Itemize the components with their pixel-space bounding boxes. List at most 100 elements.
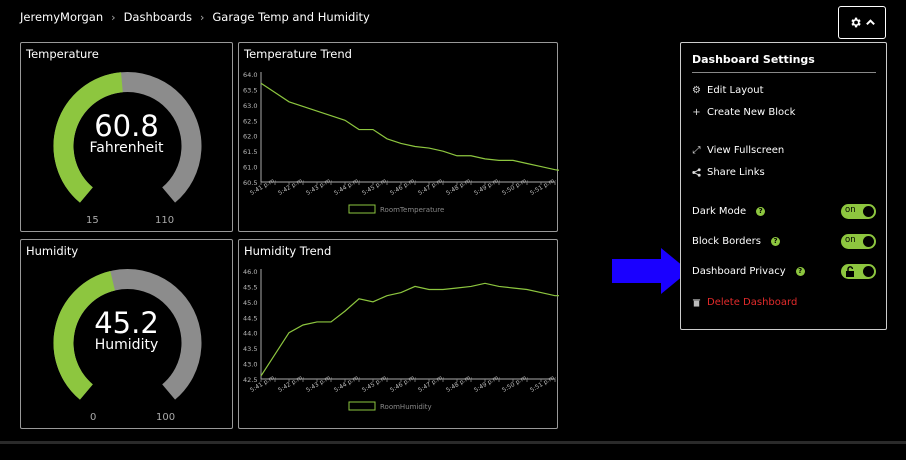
panel-title: Temperature [26, 47, 99, 61]
gauge-unit: Fahrenheit [89, 140, 164, 156]
x-tick-label: 5:50 p.m. [501, 373, 530, 394]
x-tick-label: 5:48 p.m. [445, 373, 474, 394]
x-tick-label: 5:43 p.m. [305, 373, 334, 394]
x-tick-label: 5:51 p.m. [529, 176, 558, 197]
x-tick-label: 5:45 p.m. [361, 373, 390, 394]
plus-icon: + [692, 107, 701, 118]
humidity-trend-panel: Humidity Trend 46.0 45.5 45.0 44.5 44.0 43.5 4… [238, 239, 559, 429]
legend-label: RoomTemperature [380, 206, 444, 214]
dark-mode-row: Dark Mode ? [692, 206, 766, 217]
view-fullscreen-item[interactable]: ⤢ View Fullscreen [692, 145, 785, 156]
x-tick-label: 5:49 p.m. [473, 373, 502, 394]
menu-item-label: Delete Dashboard [707, 297, 798, 308]
y-tick-label: 62.5 [243, 117, 257, 125]
menu-item-label: Edit Layout [707, 85, 764, 96]
y-tick-label: 60.5 [243, 179, 257, 187]
help-icon[interactable]: ? [770, 237, 780, 246]
trash-icon [692, 298, 701, 307]
x-tick-label: 5:47 p.m. [417, 373, 446, 394]
settings-menu-button[interactable] [838, 6, 886, 39]
temperature-trend-panel: Temperature Trend 64.0 63.5 63.0 62.5 62.0 61… [238, 42, 559, 232]
toggle-state-label: on [845, 205, 856, 215]
gauge-value: 60.8 [94, 109, 159, 143]
y-tick-label: 62.0 [243, 133, 257, 141]
x-tick-label: 5:44 p.m. [333, 373, 362, 394]
share-links-item[interactable]: Share Links [692, 167, 765, 178]
legend-swatch [348, 401, 376, 411]
y-tick-label: 63.5 [243, 86, 257, 94]
gauge-unit: Humidity [94, 337, 159, 353]
edit-layout-item[interactable]: ⚙ Edit Layout [692, 85, 764, 96]
x-tick-label: 5:49 p.m. [473, 176, 502, 197]
x-tick-label: 5:42 p.m. [277, 373, 306, 394]
x-tick-label: 5:45 p.m. [361, 176, 390, 197]
x-tick-label: 5:44 p.m. [333, 176, 362, 197]
y-tick-label: 61.5 [243, 148, 257, 156]
toggle-knob [863, 266, 874, 277]
breadcrumb-current: Garage Temp and Humidity [212, 10, 370, 24]
block-borders-row: Block Borders ? [692, 236, 780, 247]
y-tick-label: 44.0 [243, 330, 257, 338]
y-tick-label: 61.0 [243, 164, 257, 172]
menu-title: Dashboard Settings [692, 53, 815, 66]
y-tick-label: 45.0 [243, 299, 257, 307]
gauge-fill [53, 271, 116, 400]
expand-icon: ⤢ [692, 145, 701, 156]
y-tick-label: 45.5 [243, 283, 257, 291]
share-icon [692, 168, 701, 177]
create-block-item[interactable]: + Create New Block [692, 107, 795, 118]
breadcrumb: JeremyMorgan › Dashboards › Garage Temp … [20, 10, 370, 24]
menu-item-label: Create New Block [707, 107, 796, 118]
dark-mode-toggle[interactable]: on [841, 204, 876, 219]
gauge-min-label: 0 [90, 412, 97, 423]
y-tick-label: 46.0 [243, 268, 257, 276]
y-tick-label: 43.5 [243, 345, 257, 353]
block-borders-toggle[interactable]: on [841, 234, 876, 249]
breadcrumb-dashboards[interactable]: Dashboards [123, 10, 192, 24]
panel-title: Humidity [26, 244, 79, 258]
x-tick-label: 5:48 p.m. [445, 176, 474, 197]
gauge-max-label: 110 [155, 215, 175, 226]
y-tick-label: 44.5 [243, 314, 257, 322]
page-divider [0, 441, 906, 444]
y-tick-label: 64.0 [243, 71, 257, 79]
gear-icon [850, 17, 861, 28]
y-tick-label: 63.0 [243, 102, 257, 110]
humidity-gauge-panel: Humidity 45.2 Humidity 0 100 [20, 239, 233, 429]
gauge-fill [53, 72, 124, 203]
gear-icon: ⚙ [692, 85, 701, 96]
x-tick-label: 5:46 p.m. [389, 176, 418, 197]
x-tick-label: 5:50 p.m. [501, 176, 530, 197]
humidity-trend-chart: 46.045.545.044.544.043.543.042.55:41 p.m… [243, 268, 559, 411]
dashboard-privacy-row: Dashboard Privacy ? [692, 266, 805, 277]
dashboard-settings-menu: Dashboard Settings ⚙ Edit Layout + Creat… [680, 42, 887, 330]
temperature-gauge [53, 72, 202, 203]
help-icon[interactable]: ? [795, 267, 805, 276]
temperature-gauge-panel: Temperature 60.8 Fahrenheit 15 110 [20, 42, 233, 232]
toggle-knob [863, 236, 874, 247]
help-icon[interactable]: ? [756, 207, 766, 216]
series-line [260, 282, 559, 377]
menu-item-label: Dashboard Privacy [692, 266, 786, 277]
x-tick-label: 5:47 p.m. [417, 176, 446, 197]
temperature-trend-chart: 64.063.563.062.562.061.561.060.55:41 p.m… [243, 71, 559, 214]
delete-dashboard-item[interactable]: Delete Dashboard [692, 297, 797, 308]
chevron-right-icon: › [199, 10, 205, 24]
humidity-gauge [53, 269, 202, 400]
panel-title: Temperature Trend [244, 47, 352, 61]
gauge-max-label: 100 [156, 412, 176, 423]
gauge-value: 45.2 [94, 306, 159, 340]
toggle-state-label: on [845, 235, 856, 245]
dashboard-privacy-toggle[interactable] [841, 264, 876, 279]
menu-item-label: Block Borders [692, 236, 761, 247]
arrow-icon [612, 248, 689, 294]
divider [692, 72, 876, 73]
legend-label: RoomHumidity [380, 403, 432, 411]
legend-swatch [348, 204, 376, 214]
menu-item-label: Dark Mode [692, 206, 747, 217]
x-tick-label: 5:42 p.m. [277, 176, 306, 197]
gauge-min-label: 15 [86, 215, 99, 226]
breadcrumb-user[interactable]: JeremyMorgan [20, 10, 104, 24]
y-tick-label: 42.5 [243, 376, 257, 384]
unlock-icon [846, 266, 854, 277]
